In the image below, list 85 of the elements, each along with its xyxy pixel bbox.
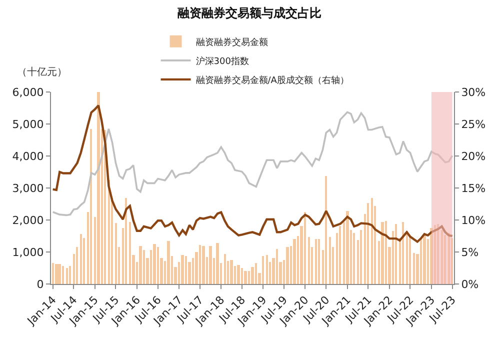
bar — [286, 247, 289, 284]
legend-label: 融资融券交易金额 — [196, 36, 268, 48]
bar — [167, 241, 170, 284]
bar — [402, 222, 404, 284]
y-tick-label: 4,000 — [12, 150, 44, 163]
y-tick-label: 6,000 — [12, 86, 44, 99]
line-series — [52, 111, 454, 216]
y2-tick-label: 20% — [461, 150, 486, 163]
y-tick-label: 1,000 — [12, 246, 44, 259]
bar — [76, 247, 78, 284]
chart-title: 融资融券交易额与成交占比 — [178, 6, 322, 20]
bar — [125, 198, 127, 284]
y2-tick-label: 15% — [461, 182, 486, 195]
bar — [248, 271, 250, 284]
bar — [430, 228, 433, 284]
bar — [308, 237, 310, 284]
bar — [318, 239, 320, 284]
bar — [304, 212, 306, 284]
bar — [360, 230, 362, 284]
bar — [209, 246, 212, 284]
bar — [255, 263, 257, 284]
bar — [143, 250, 145, 284]
bar — [293, 239, 296, 284]
bar — [90, 129, 92, 284]
y-axis-title: （十亿元） — [17, 66, 67, 78]
y-tick-label: 2,000 — [12, 214, 44, 227]
y2-tick-label: 25% — [461, 118, 486, 131]
bar — [237, 265, 240, 284]
bar — [241, 268, 243, 284]
bar — [420, 238, 422, 284]
bar — [199, 245, 201, 284]
y-tick-label: 3,000 — [12, 182, 44, 195]
bar — [325, 176, 327, 284]
bar — [97, 92, 100, 284]
bar — [385, 221, 387, 284]
bar — [80, 234, 82, 284]
bar — [230, 260, 233, 284]
bar — [62, 266, 64, 284]
bar — [406, 231, 408, 284]
bar — [423, 234, 426, 284]
bar — [224, 254, 226, 284]
bar — [371, 198, 373, 284]
bar — [66, 268, 68, 284]
bar — [437, 224, 439, 284]
bar — [367, 203, 369, 284]
y-tick-label: 0 — [36, 278, 44, 291]
bar — [129, 222, 131, 284]
bar — [395, 224, 397, 284]
bar — [58, 264, 61, 284]
bar — [139, 246, 142, 284]
y-tick-label: 5,000 — [12, 118, 44, 131]
bar — [52, 263, 54, 284]
bar — [329, 237, 331, 284]
line-series — [52, 104, 454, 243]
bar — [185, 256, 187, 284]
legend-label: 融资融券交易金额/A股成交额（右轴） — [196, 74, 349, 86]
bar — [339, 226, 341, 284]
bar — [276, 249, 278, 284]
bar — [413, 253, 415, 284]
y2-tick-label: 30% — [461, 86, 486, 99]
bar — [181, 255, 184, 284]
bar — [251, 267, 254, 284]
bar — [115, 223, 117, 284]
bar — [262, 256, 264, 284]
bar — [381, 222, 384, 284]
bar — [266, 255, 268, 284]
bar — [434, 225, 436, 284]
y2-tick-label: 0% — [461, 278, 479, 291]
legend-label: 沪深300指数 — [196, 56, 249, 67]
bar — [441, 230, 443, 284]
bar — [448, 233, 450, 284]
y2-tick-label: 5% — [461, 246, 479, 259]
bar — [69, 266, 71, 284]
bar — [202, 246, 205, 284]
bar — [315, 239, 317, 284]
bar — [83, 238, 85, 284]
bar — [157, 247, 159, 284]
bar — [244, 271, 247, 284]
y2-tick-label: 10% — [461, 214, 486, 227]
bar — [346, 211, 349, 284]
bar — [153, 244, 156, 284]
bar — [353, 233, 355, 284]
bar — [108, 180, 110, 284]
bar — [55, 264, 58, 284]
bar — [216, 243, 219, 284]
